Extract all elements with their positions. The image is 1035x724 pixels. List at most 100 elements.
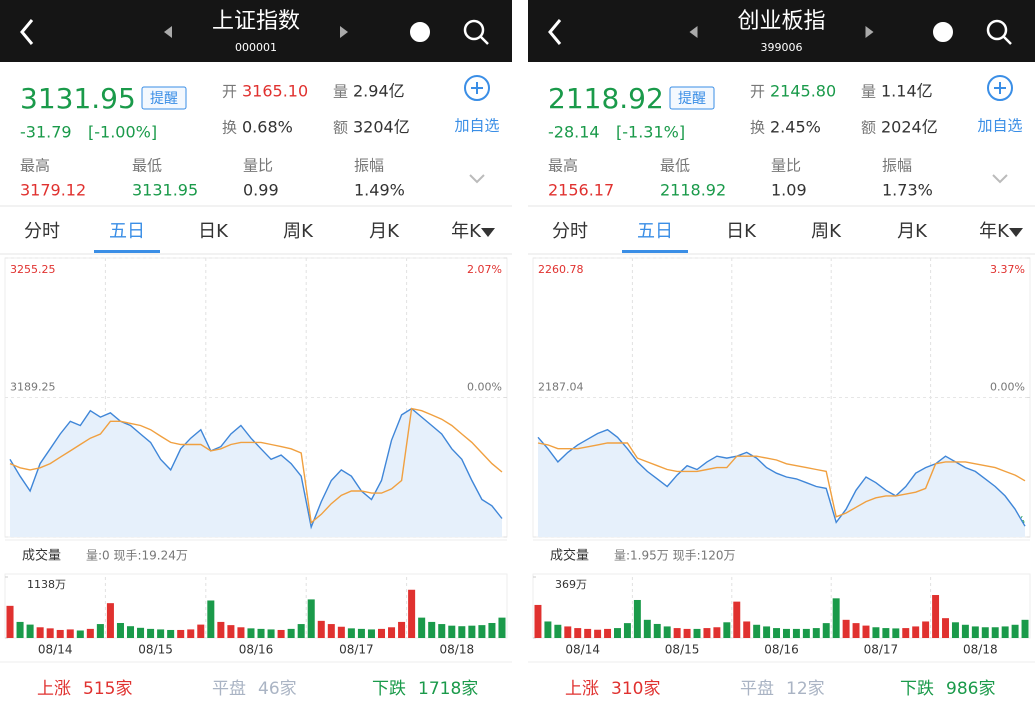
date-label: 08/15 [138,643,173,657]
volume-title: 成交量 [550,548,589,564]
volume-bar [187,629,195,638]
volume-bar [498,617,506,638]
price: 3131.95 [20,82,136,115]
tab-dropdown[interactable] [1009,228,1023,237]
add-icon[interactable] [464,75,490,101]
volume-bar [892,628,900,638]
prev-arrow[interactable] [164,26,172,38]
breadth-label: 平盘 [212,679,246,699]
tab-underline [622,250,688,253]
alert-button[interactable] [141,86,187,110]
volume-bar [773,628,781,638]
open-label: 开 [222,83,237,101]
y2-tick-label: 0.00% [467,381,502,394]
price-area [537,429,1026,537]
add-label[interactable]: 加自选 [977,117,1022,135]
alert-button[interactable] [669,86,715,110]
next-arrow[interactable] [340,26,348,38]
tab[interactable]: 周K [283,221,314,242]
service-icon[interactable] [933,22,953,42]
back-button[interactable] [548,19,562,45]
next-arrow[interactable] [865,26,874,38]
volume-bar [842,619,850,638]
volume-bar [388,627,396,638]
volume-bar [693,628,701,638]
breadth-value: 12家 [786,679,825,699]
stat-label: 最低 [132,157,162,175]
breadth-label: 下跌 [372,679,406,699]
volume-bar [367,629,375,638]
volume-bar [106,603,114,638]
breadth-value: 1718家 [418,679,478,699]
open-value: 2145.80 [770,82,836,101]
amount-label: 额 [333,119,348,137]
volume-bar [317,620,325,638]
header-title: 创业板指 [737,9,825,34]
date-label: 08/17 [339,643,374,657]
turnover-value: 2.45% [770,118,821,137]
tab[interactable]: 分时 [24,221,60,242]
volume-bar [763,626,771,638]
tab[interactable]: 日K [726,221,757,242]
change: -28.14 [548,123,600,142]
tab[interactable]: 五日 [637,221,673,242]
volume-bar [942,618,949,638]
volume-bar [872,627,880,638]
service-icon[interactable] [410,22,430,42]
stat-label: 量比 [243,157,273,175]
y-tick-label: 3255.25 [10,263,56,276]
tab-dropdown[interactable] [481,228,495,237]
volume-bar [307,599,315,638]
volume-bar [604,628,612,638]
search-icon[interactable] [463,19,485,41]
stat-label: 最低 [660,157,690,175]
y2-tick-label: 2.07% [467,263,502,276]
header-title: 上证指数 [212,9,300,34]
breadth-label: 平盘 [740,679,774,699]
y-tick-label: 2260.78 [538,263,584,276]
volume-bar [623,623,631,638]
average-line [9,407,503,525]
volume-bar [26,624,34,638]
expand-chevron[interactable] [992,174,1008,184]
back-button[interactable] [20,19,34,45]
search-icon[interactable] [986,19,1008,41]
volume-bar [116,622,124,638]
tab[interactable]: 周K [811,221,842,242]
volume-bar [633,599,641,638]
add-label[interactable]: 加自选 [454,117,499,135]
volume-bar [66,629,74,638]
volume-bar [458,626,466,638]
tab[interactable]: 月K [369,221,400,242]
prev-arrow[interactable] [689,26,698,38]
date-label: 08/18 [963,643,998,657]
expand-chevron[interactable] [469,174,485,184]
volume-info: 量:1.95万 现手:120万 [614,549,736,563]
amount-label: 额 [861,119,876,137]
volume-bar [468,625,476,638]
volume-bar [594,629,602,638]
volume-bar [337,626,345,638]
volume-bar [408,589,416,638]
breadth-value: 515家 [83,679,132,699]
volume-bar [418,617,426,638]
breadth-value: 310家 [611,679,660,699]
volume-bar [126,626,135,638]
volume-bar [207,600,215,638]
volume-bar [574,628,582,638]
tab[interactable]: 分时 [552,221,588,242]
tab[interactable]: 年K [979,221,1010,242]
tab[interactable]: 日K [198,221,229,242]
volume-bar [217,621,225,638]
volume-bar [247,628,255,638]
volume-bar [753,624,761,638]
volume-bar [277,629,285,638]
tab[interactable]: 年K [451,221,482,242]
tab[interactable]: 五日 [109,221,145,242]
breadth-label: 上涨 [565,679,599,699]
tab[interactable]: 月K [897,221,928,242]
stat-value: 2118.92 [660,181,726,200]
volume-bar [584,628,592,638]
volume-bar [1021,619,1029,638]
add-icon[interactable] [987,75,1013,101]
